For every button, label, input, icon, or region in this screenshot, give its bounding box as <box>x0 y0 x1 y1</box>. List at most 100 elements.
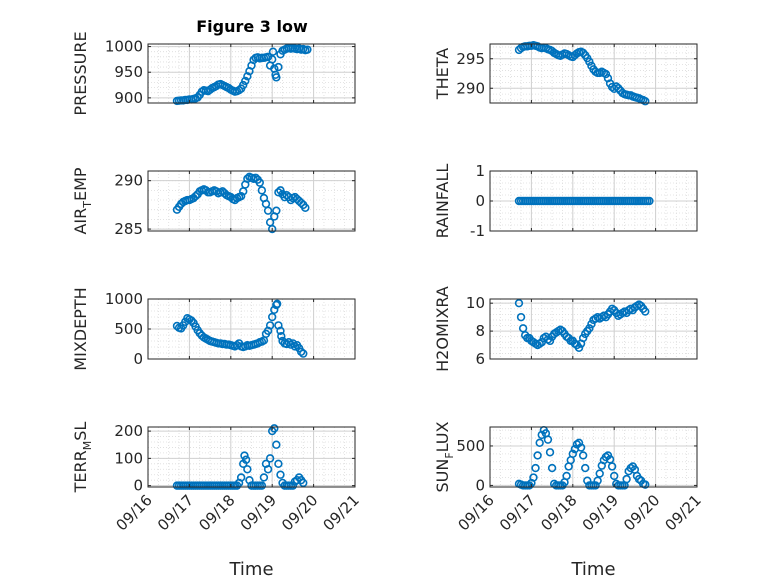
subplot-6: 6 8 10 H2OMIXRA <box>433 286 698 372</box>
data-point <box>243 465 252 474</box>
data-point <box>622 474 631 484</box>
y-axis-label: RAINFALL <box>433 164 452 239</box>
data-point <box>236 191 246 201</box>
data-point <box>581 463 590 473</box>
y-tick-label: 6 <box>475 350 485 368</box>
y-tick-label: 295 <box>456 50 485 68</box>
data-point <box>303 45 312 54</box>
data-point <box>263 465 273 474</box>
subplot-4: -1 0 1 RAINFALL <box>433 162 698 240</box>
data-point <box>545 448 555 457</box>
data-point <box>593 476 602 485</box>
data-point <box>533 451 542 460</box>
data-point <box>259 473 269 482</box>
data-point <box>645 196 654 206</box>
data-point <box>607 462 617 471</box>
data-point <box>609 471 619 481</box>
x-tick-label: 09/19 <box>237 491 280 534</box>
data-point <box>543 435 553 444</box>
data-point <box>274 62 283 72</box>
axes-box <box>147 43 356 104</box>
x-tick-label: 09/21 <box>662 491 705 534</box>
y-tick-label: 1000 <box>105 290 143 308</box>
x-tick-label: 09/18 <box>195 491 238 534</box>
data-point <box>614 84 623 93</box>
data-point <box>296 198 306 208</box>
data-point <box>257 186 267 195</box>
subplot-5: 0 500 1000 MIXDEPTH <box>71 287 356 371</box>
data-point <box>272 299 282 308</box>
data-point <box>576 443 586 452</box>
data-point <box>263 206 273 215</box>
data-point <box>545 336 555 346</box>
data-point <box>272 206 281 215</box>
subplot-3: 285 290 AIRTEMP <box>71 167 356 238</box>
y-tick-label: 900 <box>114 89 143 107</box>
x-tick-label: 09/19 <box>579 491 622 534</box>
x-axis-label: Time <box>228 559 273 580</box>
y-tick-label: 950 <box>114 63 143 81</box>
data-point <box>276 470 285 479</box>
data-point <box>191 191 200 201</box>
data-point <box>601 69 611 79</box>
y-tick-label: 200 <box>114 422 143 440</box>
data-point <box>299 478 308 488</box>
axes-box <box>489 426 698 488</box>
y-tick-label: 0 <box>133 477 143 495</box>
data-point <box>605 455 615 464</box>
data-point <box>535 438 544 447</box>
figure-title: Figure 3 low <box>196 17 308 36</box>
x-tick-label: 09/20 <box>620 491 663 534</box>
y-tick-label: 500 <box>114 320 143 338</box>
data-point <box>296 347 306 356</box>
y-axis-label: H2OMIXRA <box>433 286 452 372</box>
data-point <box>274 459 283 469</box>
y-tick-label: 290 <box>114 172 143 190</box>
data-point <box>587 319 596 329</box>
data-point <box>274 188 283 197</box>
y-axis-label: AIRTEMP <box>71 167 94 234</box>
data-point <box>562 471 571 481</box>
data-point <box>531 463 540 473</box>
axes-box <box>489 43 698 104</box>
data-point <box>268 55 277 64</box>
data-point <box>270 424 279 433</box>
y-axis-label: THETA <box>433 48 452 100</box>
y-tick-label: 1 <box>475 162 485 180</box>
y-axis-label: PRESSURE <box>71 31 90 115</box>
data-point <box>288 481 298 490</box>
data-point <box>255 178 264 187</box>
data-point <box>265 321 275 330</box>
data-point <box>301 203 310 212</box>
x-axis-label: Time <box>570 559 615 580</box>
data-point <box>591 481 600 490</box>
data-point <box>251 173 260 182</box>
data-point <box>241 76 250 86</box>
x-tick-label: 09/17 <box>496 491 539 534</box>
subplot-1: 900 950 1000 PRESSURE <box>71 31 356 116</box>
data-point <box>568 449 577 459</box>
y-tick-label: 100 <box>114 449 143 467</box>
data-point <box>243 72 252 81</box>
data-point <box>268 47 278 56</box>
x-tick-label: 09/18 <box>537 491 580 534</box>
data-point <box>257 481 267 490</box>
x-tick-label: 09/17 <box>154 491 197 534</box>
data-point <box>268 224 277 234</box>
x-tick-label: 09/16 <box>113 491 156 534</box>
data-point <box>537 430 546 440</box>
data-point <box>595 469 604 478</box>
data-point <box>574 438 584 447</box>
data-point <box>299 349 308 358</box>
data-point <box>272 440 281 449</box>
y-tick-label: 10 <box>466 294 485 312</box>
y-axis-label: SUNFLUX <box>433 421 456 492</box>
y-tick-label: 1000 <box>105 38 143 56</box>
data-point <box>272 73 281 82</box>
data-point <box>240 451 249 460</box>
data-point <box>276 326 285 335</box>
axes-box <box>489 298 698 360</box>
axes-box <box>147 170 356 232</box>
